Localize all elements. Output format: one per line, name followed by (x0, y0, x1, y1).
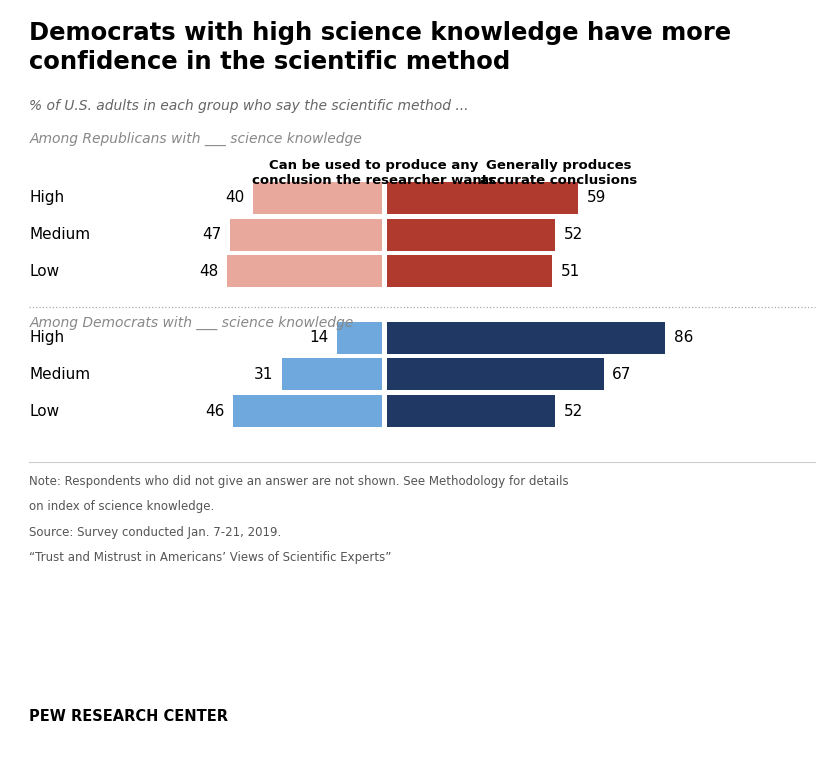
Text: 67: 67 (612, 367, 632, 382)
Text: High: High (29, 330, 65, 345)
Text: 40: 40 (225, 190, 244, 206)
Bar (387, 255, 552, 287)
Text: 52: 52 (564, 403, 583, 419)
Text: 86: 86 (674, 330, 693, 345)
Text: 31: 31 (255, 367, 274, 382)
Bar (337, 322, 382, 354)
Bar (387, 358, 604, 390)
Text: 51: 51 (560, 264, 580, 279)
Text: % of U.S. adults in each group who say the scientific method ...: % of U.S. adults in each group who say t… (29, 99, 469, 113)
Text: Can be used to produce any
conclusion the researcher wants: Can be used to produce any conclusion th… (252, 159, 496, 187)
Bar (227, 255, 382, 287)
Bar (234, 395, 382, 427)
Text: Medium: Medium (29, 367, 91, 382)
Bar (387, 219, 555, 251)
Text: Generally produces
accurate conclusions: Generally produces accurate conclusions (480, 159, 638, 187)
Text: Note: Respondents who did not give an answer are not shown. See Methodology for : Note: Respondents who did not give an an… (29, 475, 569, 488)
Bar (387, 182, 578, 214)
Text: PEW RESEARCH CENTER: PEW RESEARCH CENTER (29, 709, 228, 724)
Text: Source: Survey conducted Jan. 7-21, 2019.: Source: Survey conducted Jan. 7-21, 2019… (29, 526, 281, 539)
Text: Among Republicans with ___ science knowledge: Among Republicans with ___ science knowl… (29, 131, 362, 146)
Text: Among Democrats with ___ science knowledge: Among Democrats with ___ science knowled… (29, 316, 354, 330)
Text: 48: 48 (199, 264, 218, 279)
Bar (387, 322, 665, 354)
Text: Low: Low (29, 403, 60, 419)
Text: 46: 46 (206, 403, 225, 419)
Text: 47: 47 (202, 227, 222, 242)
Text: on index of science knowledge.: on index of science knowledge. (29, 500, 215, 513)
Text: Medium: Medium (29, 227, 91, 242)
Text: Low: Low (29, 264, 60, 279)
Text: “Trust and Mistrust in Americans’ Views of Scientific Experts”: “Trust and Mistrust in Americans’ Views … (29, 551, 391, 564)
Bar (230, 219, 382, 251)
Text: 52: 52 (564, 227, 583, 242)
Text: 59: 59 (586, 190, 606, 206)
Text: 14: 14 (309, 330, 328, 345)
Bar (387, 395, 555, 427)
Bar (282, 358, 382, 390)
Bar (253, 182, 382, 214)
Text: High: High (29, 190, 65, 206)
Text: Democrats with high science knowledge have more
confidence in the scientific met: Democrats with high science knowledge ha… (29, 21, 732, 74)
